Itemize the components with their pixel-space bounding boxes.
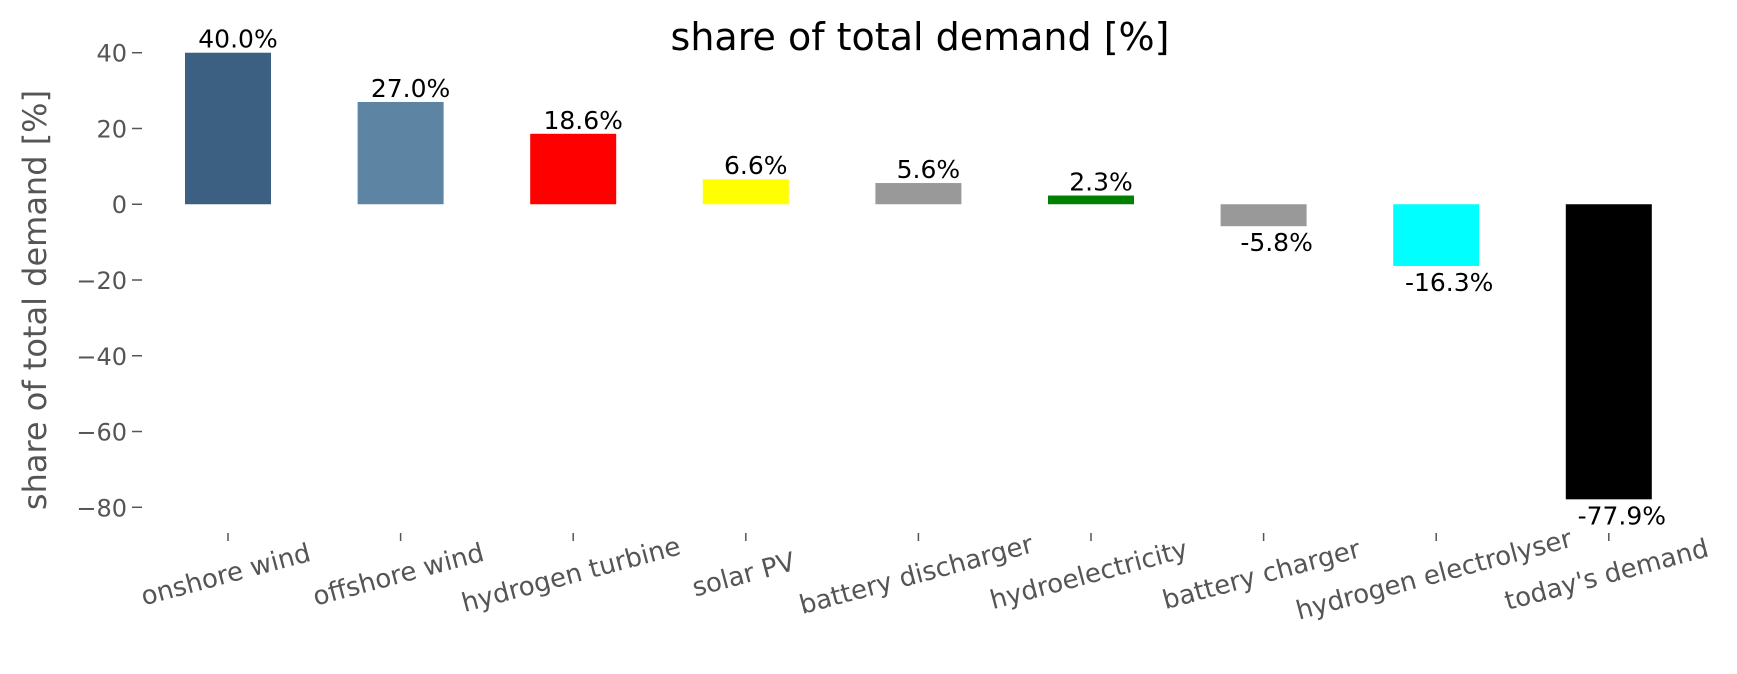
bar: [875, 183, 962, 205]
y-axis-label: share of total demand [%]: [16, 90, 54, 510]
data-label: 2.3%: [1069, 168, 1133, 197]
data-label: 40.0%: [198, 25, 277, 54]
data-labels: 40.0% 27.0% 18.6% 6.6% 5.6% 2.3% -5.8% -16.3% -7…: [198, 25, 1666, 531]
y-tick-label: 20: [96, 115, 127, 143]
bar: [530, 133, 617, 205]
bars: [185, 52, 1652, 500]
data-label: -16.3%: [1405, 268, 1493, 297]
y-tick-label: −80: [76, 494, 127, 522]
bar: [185, 52, 271, 205]
x-tick-label: solar PV: [689, 547, 798, 603]
y-tick-label: 40: [96, 40, 127, 68]
bar: [702, 179, 789, 205]
y-tick-label: −40: [76, 343, 127, 371]
x-tick-label: onshore wind: [138, 538, 314, 612]
data-label: 5.6%: [897, 155, 961, 184]
data-label: 27.0%: [371, 74, 450, 103]
bar: [357, 101, 444, 205]
x-tick-label: hydrogen turbine: [458, 532, 683, 619]
data-label: 6.6%: [724, 151, 788, 180]
chart-title: share of total demand [%]: [671, 15, 1170, 59]
y-tick-label: −20: [76, 267, 127, 295]
data-label: -5.8%: [1240, 228, 1313, 257]
y-tick-label: 0: [112, 191, 127, 219]
bar: [1393, 204, 1480, 266]
bar: [1565, 204, 1652, 500]
data-label: 18.6%: [543, 106, 622, 135]
data-label: -77.9%: [1578, 501, 1666, 530]
y-axis-ticks: 40 20 0 −20 −40 −60 −80: [76, 40, 142, 522]
y-tick-label: −60: [76, 419, 127, 447]
bar: [1220, 204, 1307, 227]
bar: [1048, 195, 1134, 205]
